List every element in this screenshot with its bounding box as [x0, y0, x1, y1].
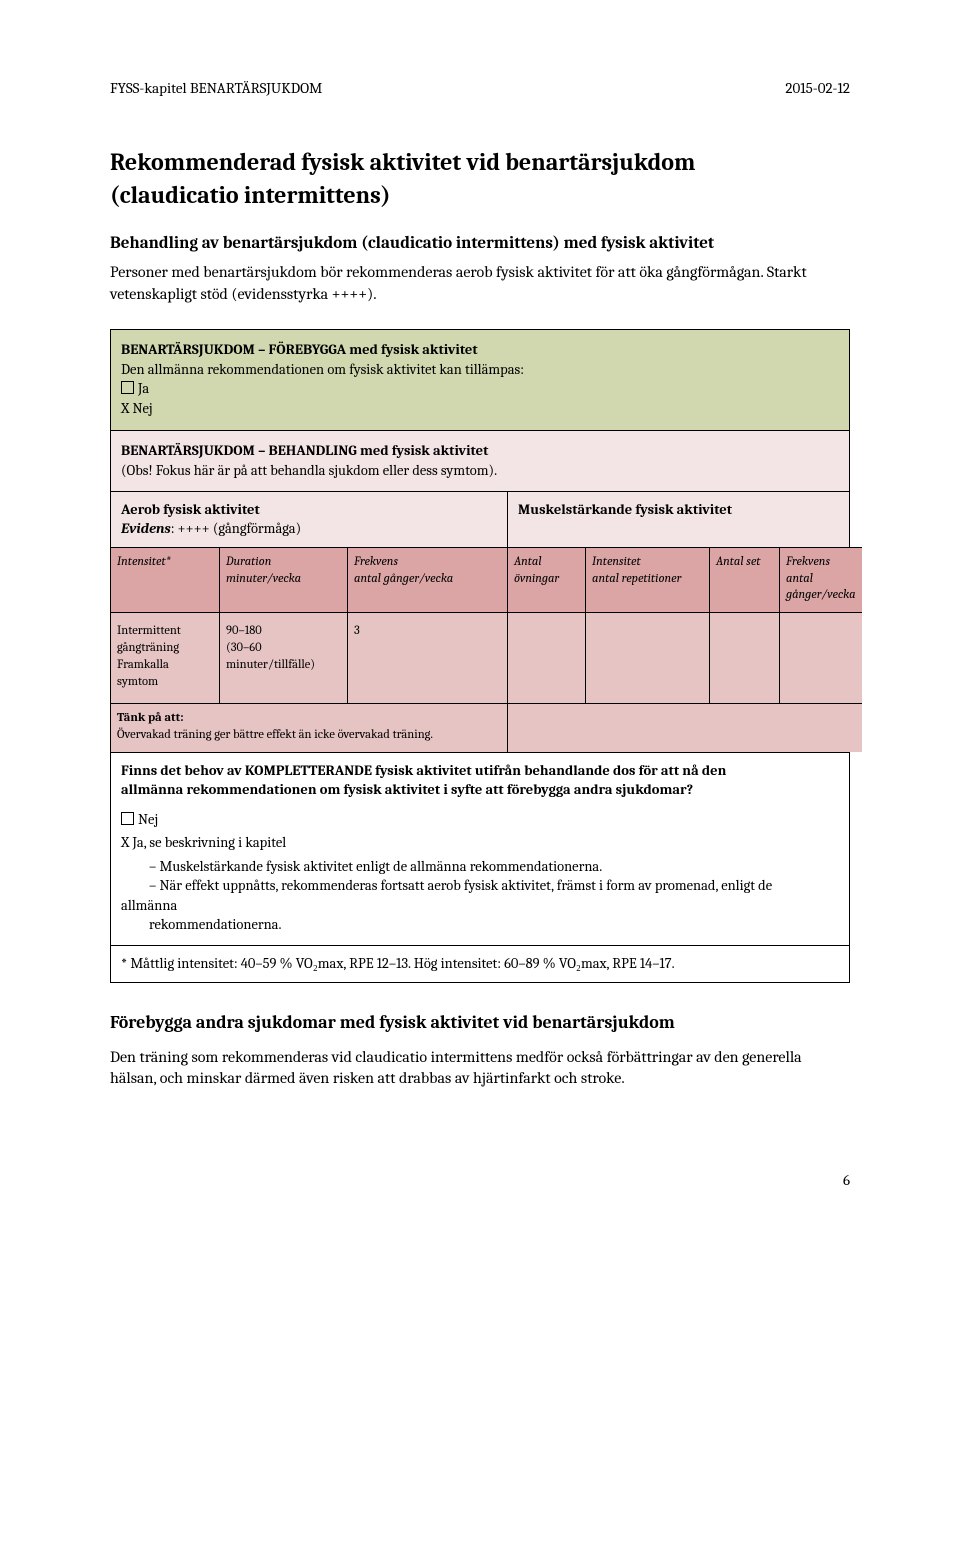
footnote: * Måttlig intensitet: 40–59 % VO₂max, RP… — [111, 945, 849, 982]
treatment-box: BENARTÄRSJUKDOM – BEHANDLING med fysisk … — [111, 431, 849, 490]
prevent-opt-nej: X Nej — [121, 399, 839, 419]
cell-duration: 90–180 (30–60 minuter/tillfälle) — [219, 612, 347, 703]
cell-duration-l1: 90–180 — [226, 624, 262, 638]
col-frequency-l2: antal gånger/vecka — [354, 572, 453, 586]
bullet-3: rekommendationerna. — [121, 915, 839, 935]
page-number: 6 — [110, 1170, 850, 1190]
checkbox-icon — [121, 812, 134, 825]
prevent-opt-ja-label: Ja — [138, 380, 149, 397]
cell-frequency: 3 — [347, 612, 507, 703]
col-intensity: Intensitet* — [111, 547, 219, 613]
col-duration-l1: Duration — [226, 555, 271, 569]
think-label: Tänk på att: — [117, 711, 184, 725]
title-line2: (claudicatio intermittens) — [110, 181, 391, 209]
col-frequency-l1: Frekvens — [354, 555, 398, 569]
bullet-2: – När effekt uppnåtts, rekommenderas for… — [121, 876, 839, 896]
cell-intensity2 — [585, 612, 709, 703]
col-frequency2-l2: antal gånger/vecka — [786, 572, 856, 603]
col-sets: Antal set — [709, 547, 779, 613]
intro-paragraph: Personer med benartärsjukdom bör rekomme… — [110, 262, 850, 305]
aerob-ev-val: : ++++ (gångförmåga) — [171, 520, 301, 537]
aerob-title: Aerob fysisk aktivitet — [121, 501, 260, 518]
cell-intensity: Intermittent gångträning Framkalla symto… — [111, 612, 219, 703]
col-intensity2-l1: Intensitet — [592, 555, 641, 569]
answer-nej-label: Nej — [138, 811, 158, 828]
cell-intensity-l4: symtom — [117, 675, 158, 689]
bullet-2b: allmänna — [121, 896, 839, 916]
header-left: FYSS-kapitel BENARTÄRSJUKDOM — [110, 78, 322, 98]
main-title: Rekommenderad fysisk aktivitet vid benar… — [110, 146, 850, 211]
page-header: FYSS-kapitel BENARTÄRSJUKDOM 2015-02-12 — [110, 78, 850, 98]
think-text: Övervakad träning ger bättre effekt än i… — [117, 728, 433, 742]
cell-duration-l3: minuter/tillfälle) — [226, 658, 315, 672]
col-intensity2: Intensitet antal repetitioner — [585, 547, 709, 613]
prevent-line2: Den allmänna rekommendationen om fysisk … — [121, 360, 839, 380]
col-frequency2-l1: Frekvens — [786, 555, 830, 569]
cell-frequency2 — [779, 612, 862, 703]
header-right: 2015-02-12 — [785, 78, 850, 98]
cell-sets — [709, 612, 779, 703]
prevent-heading: BENARTÄRSJUKDOM – FÖREBYGGA med fysisk a… — [121, 340, 839, 360]
aerob-ev-label: Evidens — [121, 520, 171, 537]
col-sets-l1: Antal set — [716, 555, 761, 569]
answer-nej: Nej — [121, 810, 839, 830]
complementary-q-l2: allmänna rekommendationen om fysisk akti… — [121, 781, 693, 798]
complementary-section: Finns det behov av KOMPLETTERANDE fysisk… — [111, 752, 849, 946]
aerob-right: Muskelstärkande fysisk aktivitet — [507, 492, 849, 547]
col-exercises-l1: Antal — [514, 555, 542, 569]
col-intensity-l1: Intensitet* — [117, 555, 171, 569]
think-empty — [507, 703, 862, 752]
activity-type-row: Aerob fysisk aktivitet Evidens: ++++ (gå… — [111, 491, 849, 547]
think-about-row: Tänk på att: Övervakad träning ger bättr… — [111, 703, 507, 752]
prevent-opt-ja: Ja — [121, 379, 839, 399]
cell-exercises — [507, 612, 585, 703]
prevent-box: BENARTÄRSJUKDOM – FÖREBYGGA med fysisk a… — [111, 330, 849, 431]
dosage-table: Intensitet* Duration minuter/vecka Frekve… — [111, 547, 849, 752]
treatment-note: (Obs! Fokus här är på att behandla sjukd… — [121, 462, 497, 479]
cell-duration-l2: (30–60 — [226, 641, 262, 655]
col-exercises-l2: övningar — [514, 572, 559, 586]
complementary-question: Finns det behov av KOMPLETTERANDE fysisk… — [121, 761, 839, 800]
col-duration-l2: minuter/vecka — [226, 572, 301, 586]
col-exercises: Antal övningar — [507, 547, 585, 613]
aerob-left: Aerob fysisk aktivitet Evidens: ++++ (gå… — [111, 492, 507, 547]
col-intensity2-l2: antal repetitioner — [592, 572, 681, 586]
col-frequency: Frekvens antal gånger/vecka — [347, 547, 507, 613]
recommendation-table: BENARTÄRSJUKDOM – FÖREBYGGA med fysisk a… — [110, 329, 850, 982]
title-line1: Rekommenderad fysisk aktivitet vid benar… — [110, 148, 695, 176]
bullet-1: – Muskelstärkande fysisk aktivitet enlig… — [121, 857, 839, 877]
cell-intensity-l1: Intermittent — [117, 624, 181, 638]
answer-ja: X Ja, se beskrivning i kapitel — [121, 833, 839, 853]
closing-paragraph: Den träning som rekommenderas vid claudi… — [110, 1047, 850, 1090]
subheading-1: Behandling av benartärsjukdom (claudicat… — [110, 233, 850, 256]
col-duration: Duration minuter/vecka — [219, 547, 347, 613]
checkbox-icon — [121, 381, 134, 394]
cell-intensity-l3: Framkalla — [117, 658, 169, 672]
subheading-2: Förebygga andra sjukdomar med fysisk akt… — [110, 1011, 850, 1035]
complementary-q-l1: Finns det behov av KOMPLETTERANDE fysisk… — [121, 762, 726, 779]
treatment-heading: BENARTÄRSJUKDOM – BEHANDLING med fysisk … — [121, 442, 488, 459]
col-frequency2: Frekvens antal gånger/vecka — [779, 547, 862, 613]
cell-intensity-l2: gångträning — [117, 641, 179, 655]
